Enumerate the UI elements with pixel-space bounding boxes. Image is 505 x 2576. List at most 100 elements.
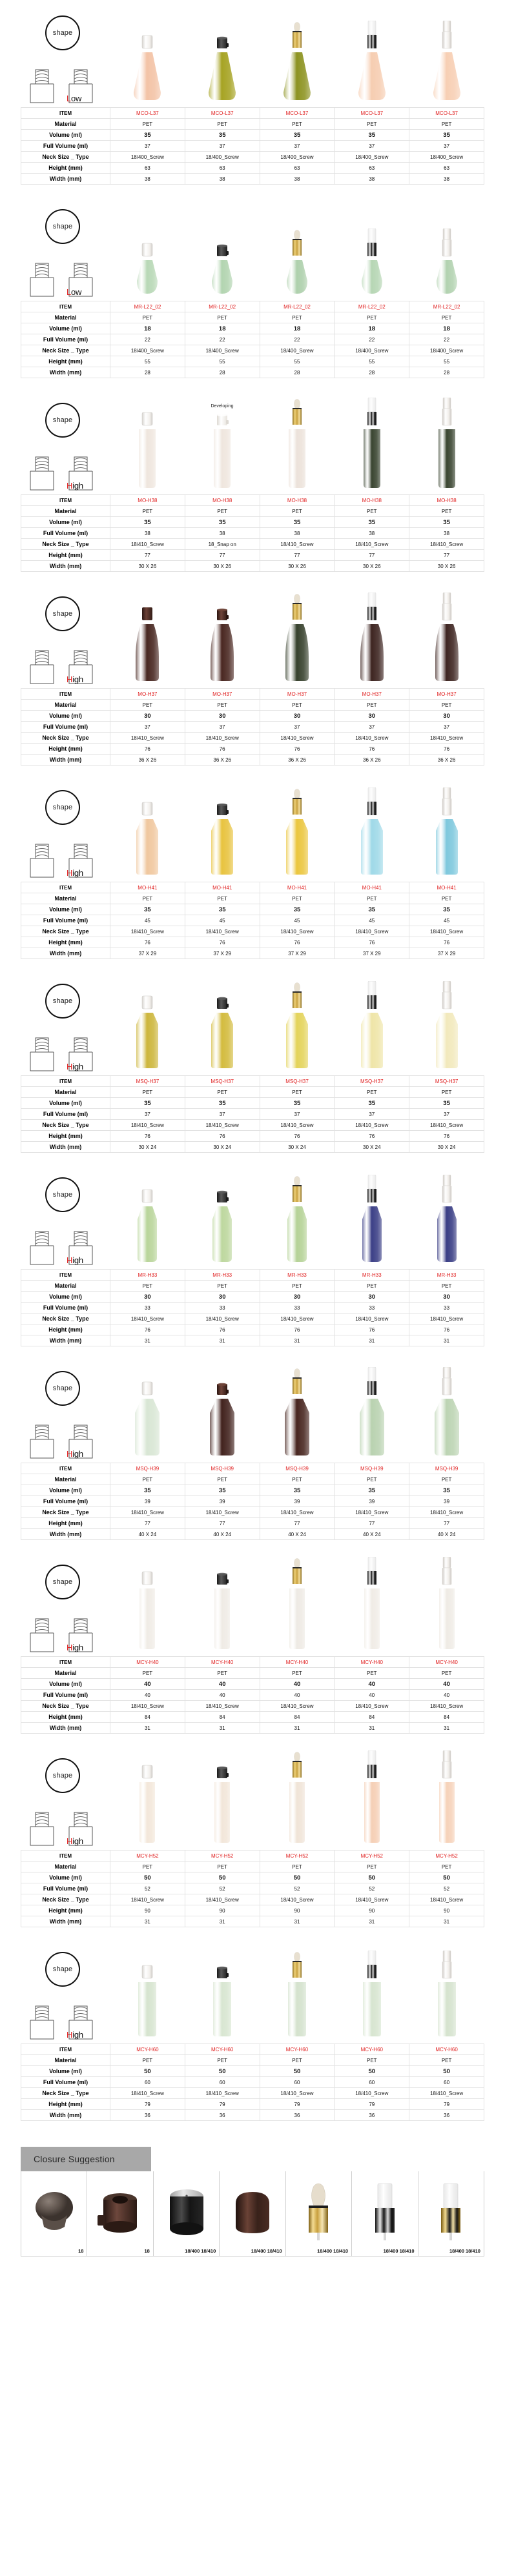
product-photo-cell[interactable] <box>409 592 484 685</box>
product-photo-cell[interactable] <box>409 397 484 492</box>
product-photo-cell[interactable] <box>185 595 260 685</box>
product-photo-cell[interactable] <box>260 1176 335 1266</box>
product-photo-cell[interactable] <box>335 397 409 492</box>
bottle-image <box>356 980 388 1073</box>
product-photo-cell[interactable] <box>110 208 185 298</box>
closure-item[interactable]: 18/400 18/410 <box>220 2171 286 2256</box>
spec-row-label: Volume (ml) <box>21 1678 110 1690</box>
product-photo-cell[interactable] <box>335 1366 409 1460</box>
spec-cell: 18/410_Screw <box>409 926 484 937</box>
product-photo-cell[interactable] <box>110 1951 185 2041</box>
product-photo-cell[interactable] <box>260 594 335 685</box>
product-photo-cell[interactable] <box>409 787 484 879</box>
product-photo-cell[interactable] <box>110 401 185 492</box>
closure-item[interactable]: 18/400 18/410 <box>286 2171 353 2256</box>
product-photo-cell[interactable] <box>260 1752 335 1847</box>
spec-cell: PET <box>259 699 335 711</box>
spec-cell: PET <box>334 1086 410 1098</box>
spec-cell: 30 <box>334 1291 410 1303</box>
product-photo-cell[interactable] <box>110 595 185 685</box>
product-photos <box>110 208 484 298</box>
spec-cell: 40 <box>409 1678 484 1690</box>
spec-cell: 38 <box>334 527 410 539</box>
spec-cell: MO-H37 <box>110 688 185 700</box>
product-photo-cell[interactable] <box>409 14 484 105</box>
spec-row-height: Height (mm) 76 76 76 76 76 <box>21 743 484 755</box>
product-photo-cell[interactable] <box>185 208 260 298</box>
bottle-body <box>431 1013 463 1073</box>
spec-cell: 18 <box>409 323 484 334</box>
product-photo-cell[interactable] <box>110 1563 185 1654</box>
product-photo-cell[interactable] <box>185 1757 260 1847</box>
neck-diagram: High <box>65 1616 97 1652</box>
spec-cell: 18/410_Screw <box>409 1506 484 1518</box>
product-photo-cell[interactable] <box>185 1951 260 2041</box>
product-photo-cell[interactable]: Developing <box>185 401 260 492</box>
spec-cell: 18/410_Screw <box>184 1313 260 1324</box>
product-photo-cell[interactable] <box>260 208 335 298</box>
product-photo-cell[interactable] <box>335 980 409 1073</box>
block-meta-column: shape High <box>21 401 110 492</box>
product-photo-cell[interactable] <box>409 980 484 1073</box>
spec-cell: 38 <box>334 173 410 185</box>
product-photo-cell[interactable] <box>409 1556 484 1654</box>
product-photo-cell[interactable] <box>260 789 335 879</box>
product-photo-cell[interactable] <box>335 1750 409 1847</box>
product-photo-cell[interactable] <box>185 982 260 1073</box>
product-photo-cell[interactable] <box>110 982 185 1073</box>
product-photo-cell[interactable] <box>110 1757 185 1847</box>
product-photo-cell[interactable] <box>409 1174 484 1266</box>
spec-row-label: Height (mm) <box>21 356 110 367</box>
product-photo-cell[interactable] <box>110 1176 185 1266</box>
product-photo-cell[interactable] <box>185 14 260 105</box>
spec-cell: PET <box>259 1280 335 1292</box>
spec-cell: 30 X 26 <box>334 560 410 572</box>
product-photo-cell[interactable] <box>260 14 335 105</box>
spec-cell: MO-H38 <box>334 494 410 506</box>
brown-dome-cap-icon <box>232 2187 273 2240</box>
spec-row-width: Width (mm) 31 31 31 31 31 <box>21 1722 484 1734</box>
product-photo-cell[interactable] <box>409 1366 484 1460</box>
product-photo-cell[interactable] <box>110 1370 185 1460</box>
closure-item[interactable]: 18/400 18/410 <box>154 2171 220 2256</box>
spec-cell: 35 <box>110 129 185 141</box>
closure-item[interactable]: 18/400 18/410 <box>418 2171 484 2256</box>
bottle-body <box>433 1782 460 1847</box>
product-photo-cell[interactable] <box>185 789 260 879</box>
spec-cell: 38 <box>409 173 484 185</box>
product-photo-cell[interactable] <box>409 1950 484 2041</box>
product-photo-cell[interactable] <box>335 787 409 879</box>
closure-item[interactable]: 18 <box>87 2171 154 2256</box>
product-photo-cell[interactable] <box>185 1176 260 1266</box>
product-photo-cell[interactable] <box>110 14 185 105</box>
product-photo-cell[interactable] <box>335 208 409 298</box>
product-photo-cell[interactable] <box>335 1174 409 1266</box>
product-photo-cell[interactable] <box>260 399 335 492</box>
bottle-body <box>356 624 388 685</box>
spec-row-label: Width (mm) <box>21 173 110 185</box>
closure-item[interactable]: 18/400 18/410 <box>352 2171 418 2256</box>
product-photo-cell[interactable] <box>409 1750 484 1847</box>
product-photo-cell[interactable] <box>409 208 484 298</box>
closure-item[interactable]: 18 <box>21 2171 88 2256</box>
product-photo-cell[interactable] <box>260 1951 335 2041</box>
neck-diagram: High <box>65 2003 97 2040</box>
product-photo-cell[interactable] <box>260 982 335 1073</box>
product-photo-cell[interactable] <box>260 1368 335 1460</box>
spec-row-label: Volume (ml) <box>21 516 110 528</box>
product-photo-cell[interactable] <box>110 789 185 879</box>
product-photo-cell[interactable] <box>260 1558 335 1654</box>
product-photo-cell[interactable] <box>335 592 409 685</box>
product-photo-cell[interactable] <box>335 14 409 105</box>
spec-row-label: Full Volume (ml) <box>21 334 110 345</box>
spec-cell: PET <box>409 2054 484 2066</box>
cap-gold-dropper-icon <box>289 789 305 819</box>
product-photo-cell[interactable] <box>185 1370 260 1460</box>
product-photo-cell[interactable] <box>185 1563 260 1654</box>
bottle-image <box>129 35 165 105</box>
bottle-body <box>208 429 236 492</box>
cap-gold-dropper-icon <box>289 1176 305 1206</box>
closure-size-label: 18/400 18/410 <box>317 2248 349 2254</box>
product-photo-cell[interactable] <box>335 1556 409 1654</box>
product-photo-cell[interactable] <box>335 1950 409 2041</box>
